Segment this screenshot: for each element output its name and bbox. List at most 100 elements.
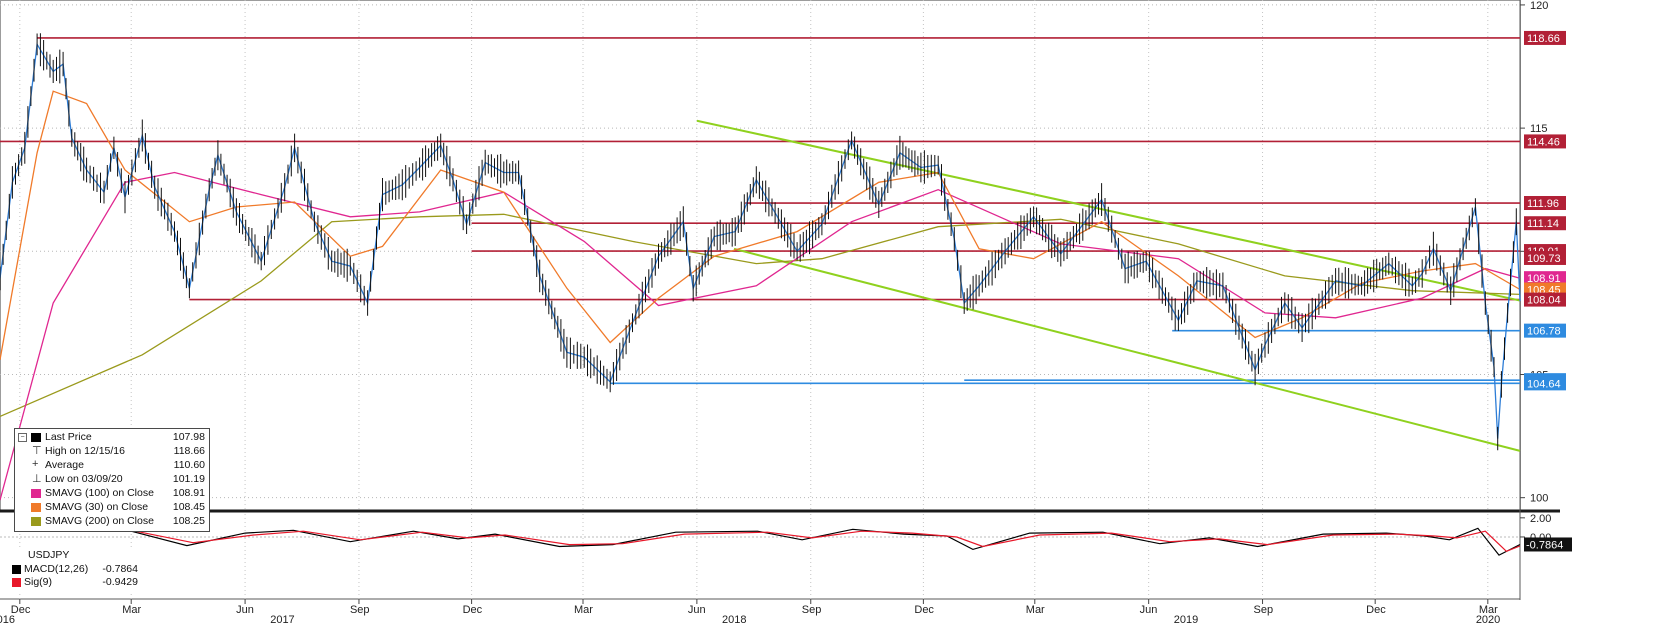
price-series [0, 33, 1521, 451]
legend-value: 118.66 [173, 445, 205, 457]
axis-label-bg [1524, 271, 1566, 286]
legend-swatch [31, 503, 41, 512]
year-label: 2020 [1476, 614, 1500, 623]
chart-legend: − Last Price 107.98 ⊤ High on 12/15/16 1… [14, 428, 210, 532]
legend-item-sma200: SMAVG (200) on Close 108.25 [15, 515, 209, 528]
axis-value-label: 111.96 [1524, 196, 1566, 211]
legend-value: 110.60 [173, 459, 205, 471]
axis-label-text: 104.64 [1527, 378, 1561, 390]
axis-label-bg [1524, 216, 1566, 231]
axis-label-text: 111.14 [1527, 218, 1559, 230]
axis-label-text: 108.91 [1527, 273, 1561, 285]
year-label: 2017 [270, 614, 294, 623]
legend-item-low: ⊥ Low on 03/09/20 101.19 [15, 473, 209, 486]
axis-label-text: 108.04 [1527, 295, 1561, 307]
legend-label: SMAVG (100) on Close [45, 487, 154, 499]
macd-series-line [131, 529, 1521, 552]
legend-item-last-price: Last Price 107.98 [15, 431, 209, 444]
legend-swatch [31, 489, 41, 498]
legend-label: SMAVG (200) on Close [45, 515, 154, 527]
month-label: Jun [236, 604, 254, 616]
axis-value-label: 106.78 [1524, 323, 1566, 338]
legend-swatch [31, 433, 41, 442]
axis-value-label: 108.04 [1524, 292, 1566, 307]
year-label: 2018 [722, 614, 746, 623]
legend-swatch [12, 565, 21, 574]
legend-item-sma100: SMAVG (100) on Close 108.91 [15, 487, 209, 500]
legend-value: 101.19 [172, 473, 205, 485]
month-label: Mar [122, 604, 141, 616]
price-tick-label: 120 [1530, 0, 1548, 12]
legend-value: -0.9429 [102, 576, 138, 588]
month-label: Mar [1479, 604, 1498, 616]
month-label: Sep [350, 604, 370, 616]
month-label: Mar [574, 604, 593, 616]
axis-label-bg [1524, 376, 1566, 391]
legend-item-average: + Average 110.60 [15, 458, 209, 472]
macd-legend: USDJPY MACD(12,26) -0.7864 Sig(9) -0.942… [4, 549, 142, 591]
axis-value-label: 108.91 [1524, 271, 1566, 286]
low-marker-icon: ⊥ [32, 473, 42, 485]
year-label: 2016 [0, 614, 15, 623]
price-tick-label: 115 [1530, 123, 1548, 135]
trend-line [733, 247, 1521, 452]
legend-value: -0.7864 [102, 563, 138, 575]
month-label: Dec [463, 604, 483, 616]
macd-tick-label: 2.00 [1530, 513, 1551, 525]
month-label: Sep [802, 604, 822, 616]
macd-ticker-label: USDJPY [28, 549, 70, 561]
legend-item-signal: Sig(9) -0.9429 [4, 576, 142, 589]
moving-average-line [0, 213, 1521, 417]
axis-value-label: 104.64 [1524, 376, 1566, 391]
month-label: Jun [688, 604, 706, 616]
legend-label: Average [45, 459, 84, 471]
legend-swatch [12, 578, 21, 587]
legend-label: MACD(12,26) [24, 563, 89, 575]
axis-label-bg [1524, 292, 1566, 307]
axis-label-text: 118.66 [1527, 33, 1560, 45]
axis-value-label: 114.46 [1524, 134, 1566, 149]
time-axis: Dec Mar Jun Sep Dec Mar Jun Sep Dec Mar Jun Sep Dec M… [0, 599, 1500, 623]
legend-label: High on 12/15/16 [45, 445, 125, 457]
axis-value-label: 111.14 [1524, 216, 1566, 231]
price-tick-label: 100 [1530, 493, 1548, 505]
legend-label: Low on 03/09/20 [45, 473, 123, 485]
month-label: Dec [1366, 604, 1386, 616]
legend-label: SMAVG (30) on Close [45, 501, 149, 513]
axis-label-bg [1524, 134, 1566, 149]
macd-value-label: -0.7864 [1524, 537, 1572, 552]
legend-label: Sig(9) [24, 576, 53, 588]
legend-item-high: ⊤ High on 12/15/16 118.66 [15, 445, 209, 458]
legend-label: Last Price [45, 431, 92, 443]
month-label: Mar [1026, 604, 1045, 616]
collapse-icon[interactable]: − [18, 433, 27, 442]
axis-label-bg [1524, 250, 1566, 265]
macd-label-bg [1524, 537, 1572, 552]
axis-label-text: 111.96 [1527, 198, 1559, 210]
legend-swatch [31, 517, 41, 526]
axis-label-text: 109.73 [1527, 253, 1561, 265]
high-marker-icon: ⊤ [32, 445, 42, 457]
axis-label-bg [1524, 323, 1566, 338]
axis-value-label: 118.66 [1524, 30, 1566, 45]
month-label: Jun [1140, 604, 1158, 616]
price-axis: 100105110115120118.66114.46111.96111.141… [1520, 0, 1566, 505]
axis-label-bg [1524, 196, 1566, 211]
legend-value: 107.98 [172, 431, 205, 443]
axis-label-text: 106.78 [1527, 326, 1561, 338]
legend-value: 108.91 [172, 487, 205, 499]
legend-value: 108.25 [172, 515, 205, 527]
year-label: 2019 [1174, 614, 1198, 623]
legend-item-sma30: SMAVG (30) on Close 108.45 [15, 501, 209, 514]
legend-value: 108.45 [172, 501, 205, 513]
month-label: Dec [914, 604, 934, 616]
price-bars [0, 33, 1517, 451]
axis-label-bg [1524, 30, 1566, 45]
legend-item-macd: MACD(12,26) -0.7864 [4, 563, 142, 576]
axis-label-text: 114.46 [1527, 136, 1560, 148]
axis-value-label: 109.73 [1524, 250, 1566, 265]
month-label: Dec [11, 604, 31, 616]
moving-average-line [0, 171, 1521, 501]
macd-label-text: -0.7864 [1526, 539, 1563, 551]
